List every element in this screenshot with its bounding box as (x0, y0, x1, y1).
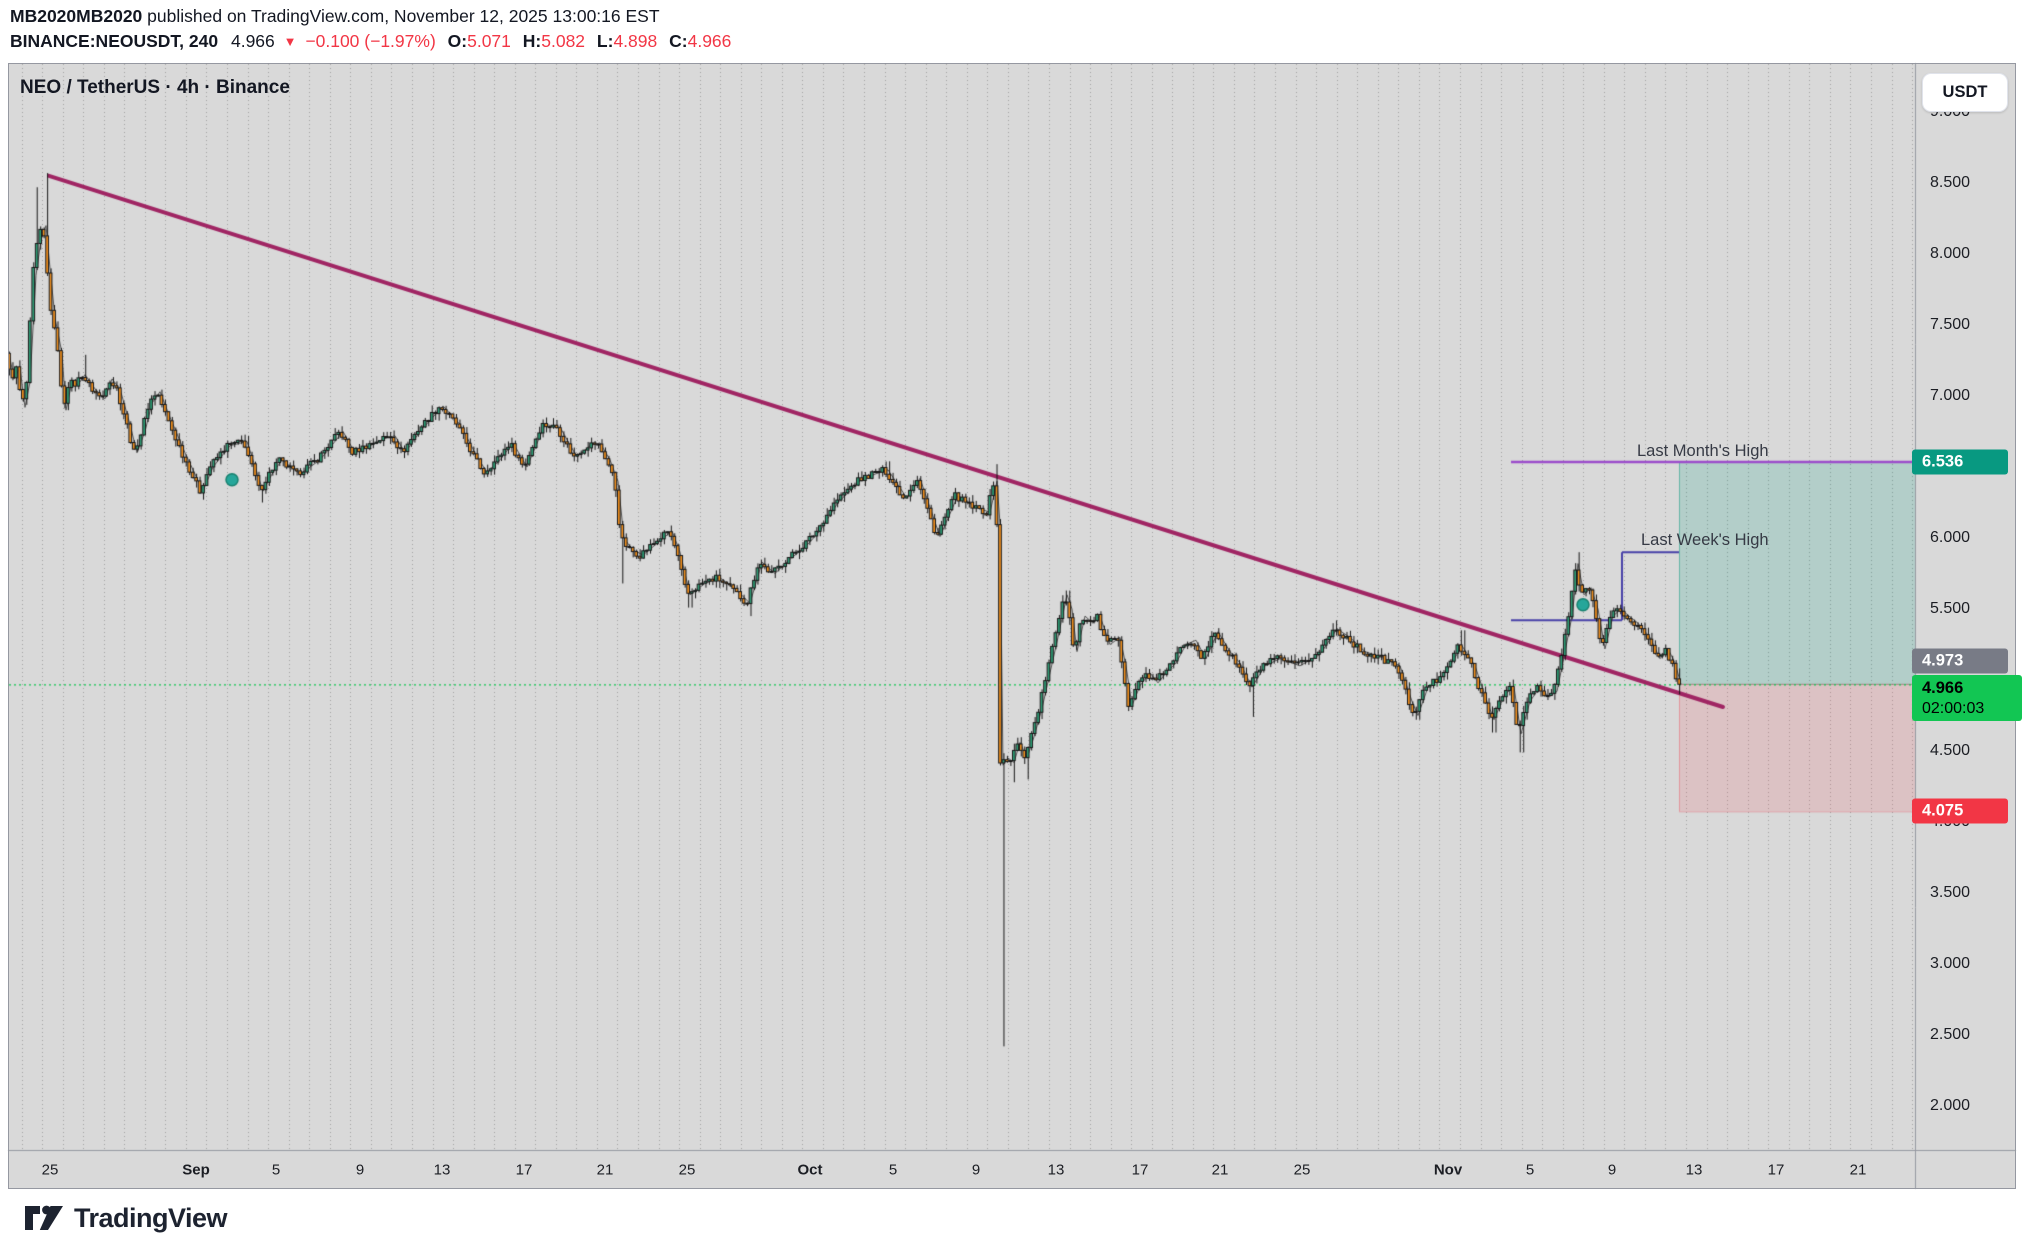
time-tick: 9 (971, 1161, 981, 1179)
price-tick: 5.500 (1930, 600, 1971, 617)
current-price-value: 4.966 (1922, 679, 1964, 697)
stop-price-label: 4.075 (1912, 798, 2008, 824)
time-tick: 25 (1293, 1161, 1311, 1179)
price-tick: 8.000 (1930, 245, 1971, 262)
price-tick: 2.000 (1930, 1097, 1971, 1114)
time-tick: 17 (1131, 1161, 1149, 1179)
time-tick: 5 (271, 1161, 281, 1179)
time-tick: 9 (355, 1161, 365, 1179)
time-tick-month: Oct (797, 1161, 823, 1179)
tradingview-logo[interactable]: TradingView (24, 1197, 228, 1239)
chart-legend-title[interactable]: NEO / TetherUS · 4h · Binance (20, 77, 290, 98)
time-axis[interactable]: 25 Sep 5 9 13 17 21 25 Oct 5 9 13 17 21 25 Nov 5 9 13 17 21 (8, 1151, 2016, 1189)
time-tick: 13 (433, 1161, 451, 1179)
last-months-high-label: Last Month's High (1637, 442, 1769, 460)
price-tick: 3.500 (1930, 884, 1971, 901)
current-price-countdown-label: 4.966 02:00:03 (1912, 675, 2022, 721)
last-weeks-high-label: Last Week's High (1641, 531, 1769, 549)
time-tick: 21 (1849, 1161, 1867, 1179)
time-tick-month: Nov (1433, 1161, 1463, 1179)
price-tick: 8.500 (1930, 174, 1971, 191)
time-tick: 25 (678, 1161, 696, 1179)
time-tick: 17 (515, 1161, 533, 1179)
price-tick: 3.000 (1930, 955, 1971, 972)
time-tick: 5 (888, 1161, 898, 1179)
time-tick: 21 (596, 1161, 614, 1179)
tradingview-logo-text: TradingView (74, 1202, 228, 1233)
time-tick: 17 (1767, 1161, 1785, 1179)
time-tick: 5 (1525, 1161, 1535, 1179)
price-tick: 7.000 (1930, 387, 1971, 404)
currency-toggle-button[interactable]: USDT (1922, 73, 2008, 112)
time-tick: 13 (1685, 1161, 1703, 1179)
price-tick: 7.500 (1930, 316, 1971, 333)
entry-price-label: 4.973 (1912, 648, 2008, 674)
price-axis[interactable]: 9.0008.5008.0007.5007.0006.0005.5004.500… (1912, 64, 2022, 1149)
price-tick: 6.000 (1930, 529, 1971, 546)
target-price-label: 6.536 (1912, 449, 2008, 475)
tradingview-logo-icon (25, 1205, 63, 1230)
time-tick: 13 (1047, 1161, 1065, 1179)
time-tick: 25 (41, 1161, 59, 1179)
price-tick: 2.500 (1930, 1026, 1971, 1043)
candle-countdown-timer: 02:00:03 (1922, 700, 1985, 717)
time-tick-month: Sep (182, 1161, 210, 1179)
price-tick: 4.500 (1930, 742, 1971, 759)
time-tick: 9 (1607, 1161, 1617, 1179)
time-tick: 21 (1211, 1161, 1229, 1179)
